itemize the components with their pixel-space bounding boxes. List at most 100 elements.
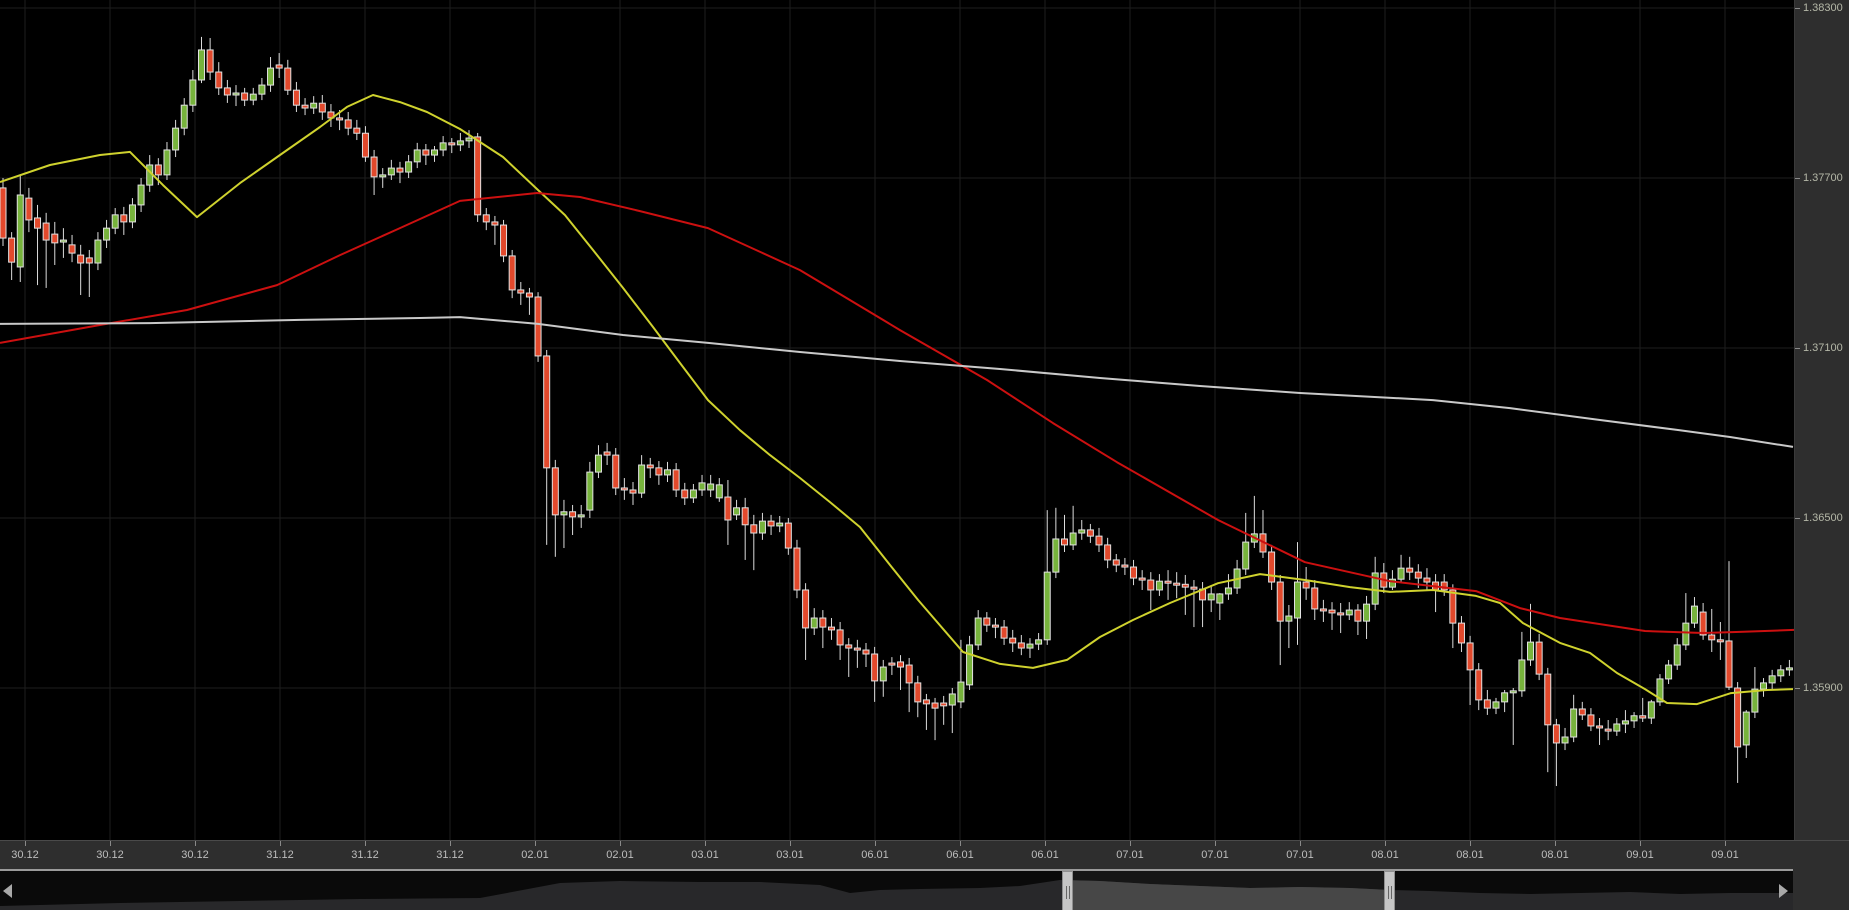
- candle: [1181, 574, 1189, 615]
- candle: [431, 145, 438, 162]
- navigator-left-handle[interactable]: [1062, 871, 1073, 910]
- navigator-right-handle[interactable]: [1384, 871, 1395, 910]
- candle: [439, 136, 447, 157]
- candle: [1552, 718, 1560, 787]
- time-tick-mark: [1385, 841, 1386, 846]
- candle: [344, 111, 352, 136]
- candle: [827, 618, 835, 640]
- candle: [776, 516, 784, 533]
- candle: [1250, 495, 1258, 549]
- candle: [275, 53, 283, 78]
- candle: [1311, 580, 1319, 620]
- candle: [189, 70, 197, 112]
- candle: [707, 474, 715, 498]
- candle: [802, 583, 810, 660]
- candle: [612, 448, 620, 496]
- candle: [750, 514, 758, 571]
- candle: [525, 287, 533, 315]
- candle: [1492, 697, 1500, 715]
- candle: [1285, 604, 1293, 649]
- candle: [1544, 667, 1552, 773]
- candle: [1587, 708, 1595, 732]
- candle: [664, 461, 672, 483]
- time-tick-mark: [25, 841, 26, 846]
- candle: [1570, 694, 1578, 743]
- price-tick-mark: [1795, 518, 1800, 519]
- candle: [1268, 544, 1276, 590]
- time-axis-label: 02.01: [521, 849, 549, 861]
- candle: [197, 36, 205, 84]
- candle: [871, 646, 879, 702]
- candle: [569, 504, 577, 535]
- candle: [1397, 554, 1405, 583]
- candle: [560, 499, 568, 549]
- scroll-right-arrow-icon[interactable]: [1779, 884, 1788, 898]
- handle-grip-icon: [1069, 886, 1070, 899]
- candle: [1147, 572, 1155, 611]
- candle: [1604, 720, 1612, 741]
- candle: [396, 161, 404, 184]
- time-tick-mark: [1215, 841, 1216, 846]
- candle: [1000, 620, 1008, 645]
- candle: [1647, 699, 1655, 724]
- time-tick-mark: [1640, 841, 1641, 846]
- candle: [715, 478, 723, 502]
- candle: [500, 219, 508, 263]
- candle: [59, 228, 67, 258]
- mid-ma-red-line: [0, 192, 1794, 634]
- candle: [810, 608, 818, 636]
- candle: [534, 292, 542, 362]
- time-axis-label: 07.01: [1286, 849, 1314, 861]
- candle: [68, 234, 76, 263]
- time-tick-mark: [1045, 841, 1046, 846]
- time-axis[interactable]: 30.12 30.12 30.12 31.12 31.12 31.12 02.01 02.01…: [0, 840, 1849, 869]
- time-tick-mark: [535, 841, 536, 846]
- chart-plot-area[interactable]: [0, 0, 1794, 840]
- candle: [1518, 631, 1526, 697]
- candle: [1224, 574, 1232, 600]
- candle: [1371, 556, 1379, 611]
- price-tick-mark: [1795, 688, 1800, 689]
- candle: [888, 657, 896, 675]
- candle: [180, 98, 188, 136]
- candle: [897, 655, 905, 690]
- candle: [1501, 689, 1509, 713]
- price-tick-mark: [1795, 178, 1800, 179]
- candle: [353, 119, 361, 141]
- candle: [258, 77, 266, 101]
- candle: [1527, 603, 1535, 666]
- candle: [1035, 633, 1043, 651]
- time-axis-label: 07.01: [1116, 849, 1144, 861]
- scroll-left-arrow-icon[interactable]: [3, 884, 12, 898]
- candle: [1656, 674, 1664, 706]
- candle: [172, 119, 180, 158]
- candle: [1475, 663, 1483, 711]
- candle: [361, 126, 369, 162]
- candle: [387, 159, 395, 180]
- scrollbar-navigator[interactable]: [0, 869, 1793, 910]
- candle: [51, 221, 59, 265]
- candle: [922, 693, 930, 730]
- candle: [1380, 563, 1388, 594]
- candle: [1388, 570, 1396, 590]
- candle: [1639, 697, 1647, 722]
- candle: [1742, 710, 1750, 758]
- candle: [1751, 667, 1759, 719]
- candle: [767, 514, 775, 535]
- candle: [646, 457, 654, 479]
- candle: [1734, 682, 1742, 783]
- fast-ma-yellow-line: [0, 94, 1794, 706]
- price-axis[interactable]: 1.38300 1.37700 1.37100 1.36500 1.35900: [1794, 0, 1849, 840]
- price-axis-label: 1.37700: [1803, 172, 1843, 184]
- candle: [1725, 561, 1733, 690]
- candle: [1138, 570, 1146, 590]
- candles-series: [0, 36, 1793, 787]
- time-tick-mark: [1470, 841, 1471, 846]
- candle: [819, 610, 827, 649]
- candle: [232, 85, 240, 107]
- candle: [603, 442, 611, 466]
- candle: [301, 98, 309, 116]
- candle: [491, 215, 499, 245]
- navigator-window-highlight[interactable]: [1062, 871, 1395, 910]
- time-axis-label: 31.12: [436, 849, 464, 861]
